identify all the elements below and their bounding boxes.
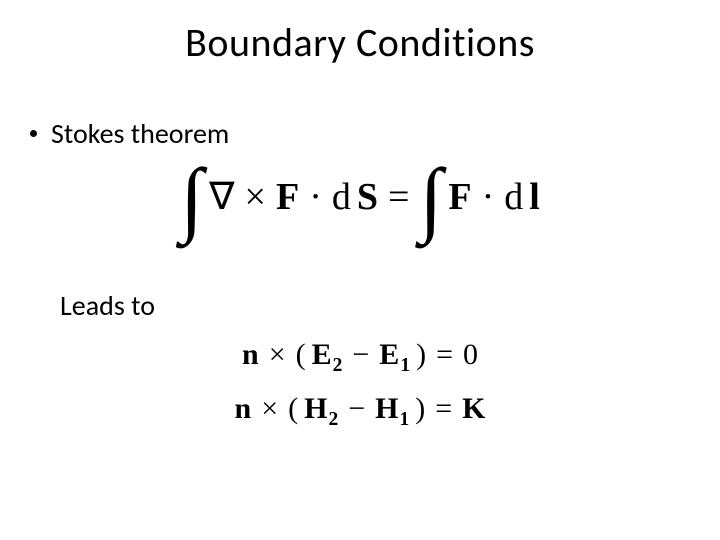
vector-l: l (529, 178, 540, 216)
vector-E1: E (379, 338, 399, 371)
cross-symbol: × (257, 394, 282, 424)
equation-stokes: ∫ ∇ × F · dS = ∫ F · dl (0, 164, 720, 234)
equals-symbol: = (432, 340, 457, 370)
vector-n: n (242, 340, 259, 370)
vector-F: F (276, 178, 299, 216)
bullet-icon (30, 130, 37, 137)
equals-symbol: = (431, 394, 456, 424)
integral-icon: ∫ (180, 166, 203, 233)
subscript-1: 1 (399, 409, 409, 430)
leads-to-text: Leads to (60, 288, 155, 323)
cross-symbol: × (241, 178, 270, 216)
slide: Boundary Conditions Stokes theorem ∫ ∇ ×… (0, 0, 720, 540)
nabla-symbol: ∇ (209, 178, 234, 216)
vector-K: K (462, 394, 485, 424)
integral-icon: ∫ (419, 166, 442, 233)
vector-F: F (448, 178, 471, 216)
minus-symbol: − (348, 340, 373, 370)
equation-bc-h: n × ( H2 − H1 ) = K (0, 392, 720, 426)
right-paren: ) (416, 340, 426, 370)
vector-H2: H (304, 392, 327, 425)
subscript-2: 2 (328, 409, 338, 430)
subscript-1: 1 (400, 355, 410, 376)
dot-symbol: · (305, 178, 326, 216)
differential-d: d (504, 178, 523, 216)
vector-H1: H (375, 392, 398, 425)
equals-symbol: = (384, 178, 413, 216)
dot-symbol: · (478, 178, 499, 216)
bullet-item-stokes: Stokes theorem (30, 116, 690, 151)
page-title: Boundary Conditions (0, 18, 720, 67)
bullet-text: Stokes theorem (51, 116, 229, 151)
vector-n: n (235, 394, 252, 424)
vector-E2: E (312, 338, 332, 371)
cross-symbol: × (265, 340, 290, 370)
right-paren: ) (415, 394, 425, 424)
minus-symbol: − (344, 394, 369, 424)
differential-d: d (332, 178, 351, 216)
subscript-2: 2 (333, 355, 343, 376)
zero: 0 (463, 340, 478, 370)
equation-bc-e: n × ( E2 − E1 ) = 0 (0, 338, 720, 372)
left-paren: ( (288, 394, 298, 424)
vector-S: S (357, 178, 378, 216)
left-paren: ( (296, 340, 306, 370)
